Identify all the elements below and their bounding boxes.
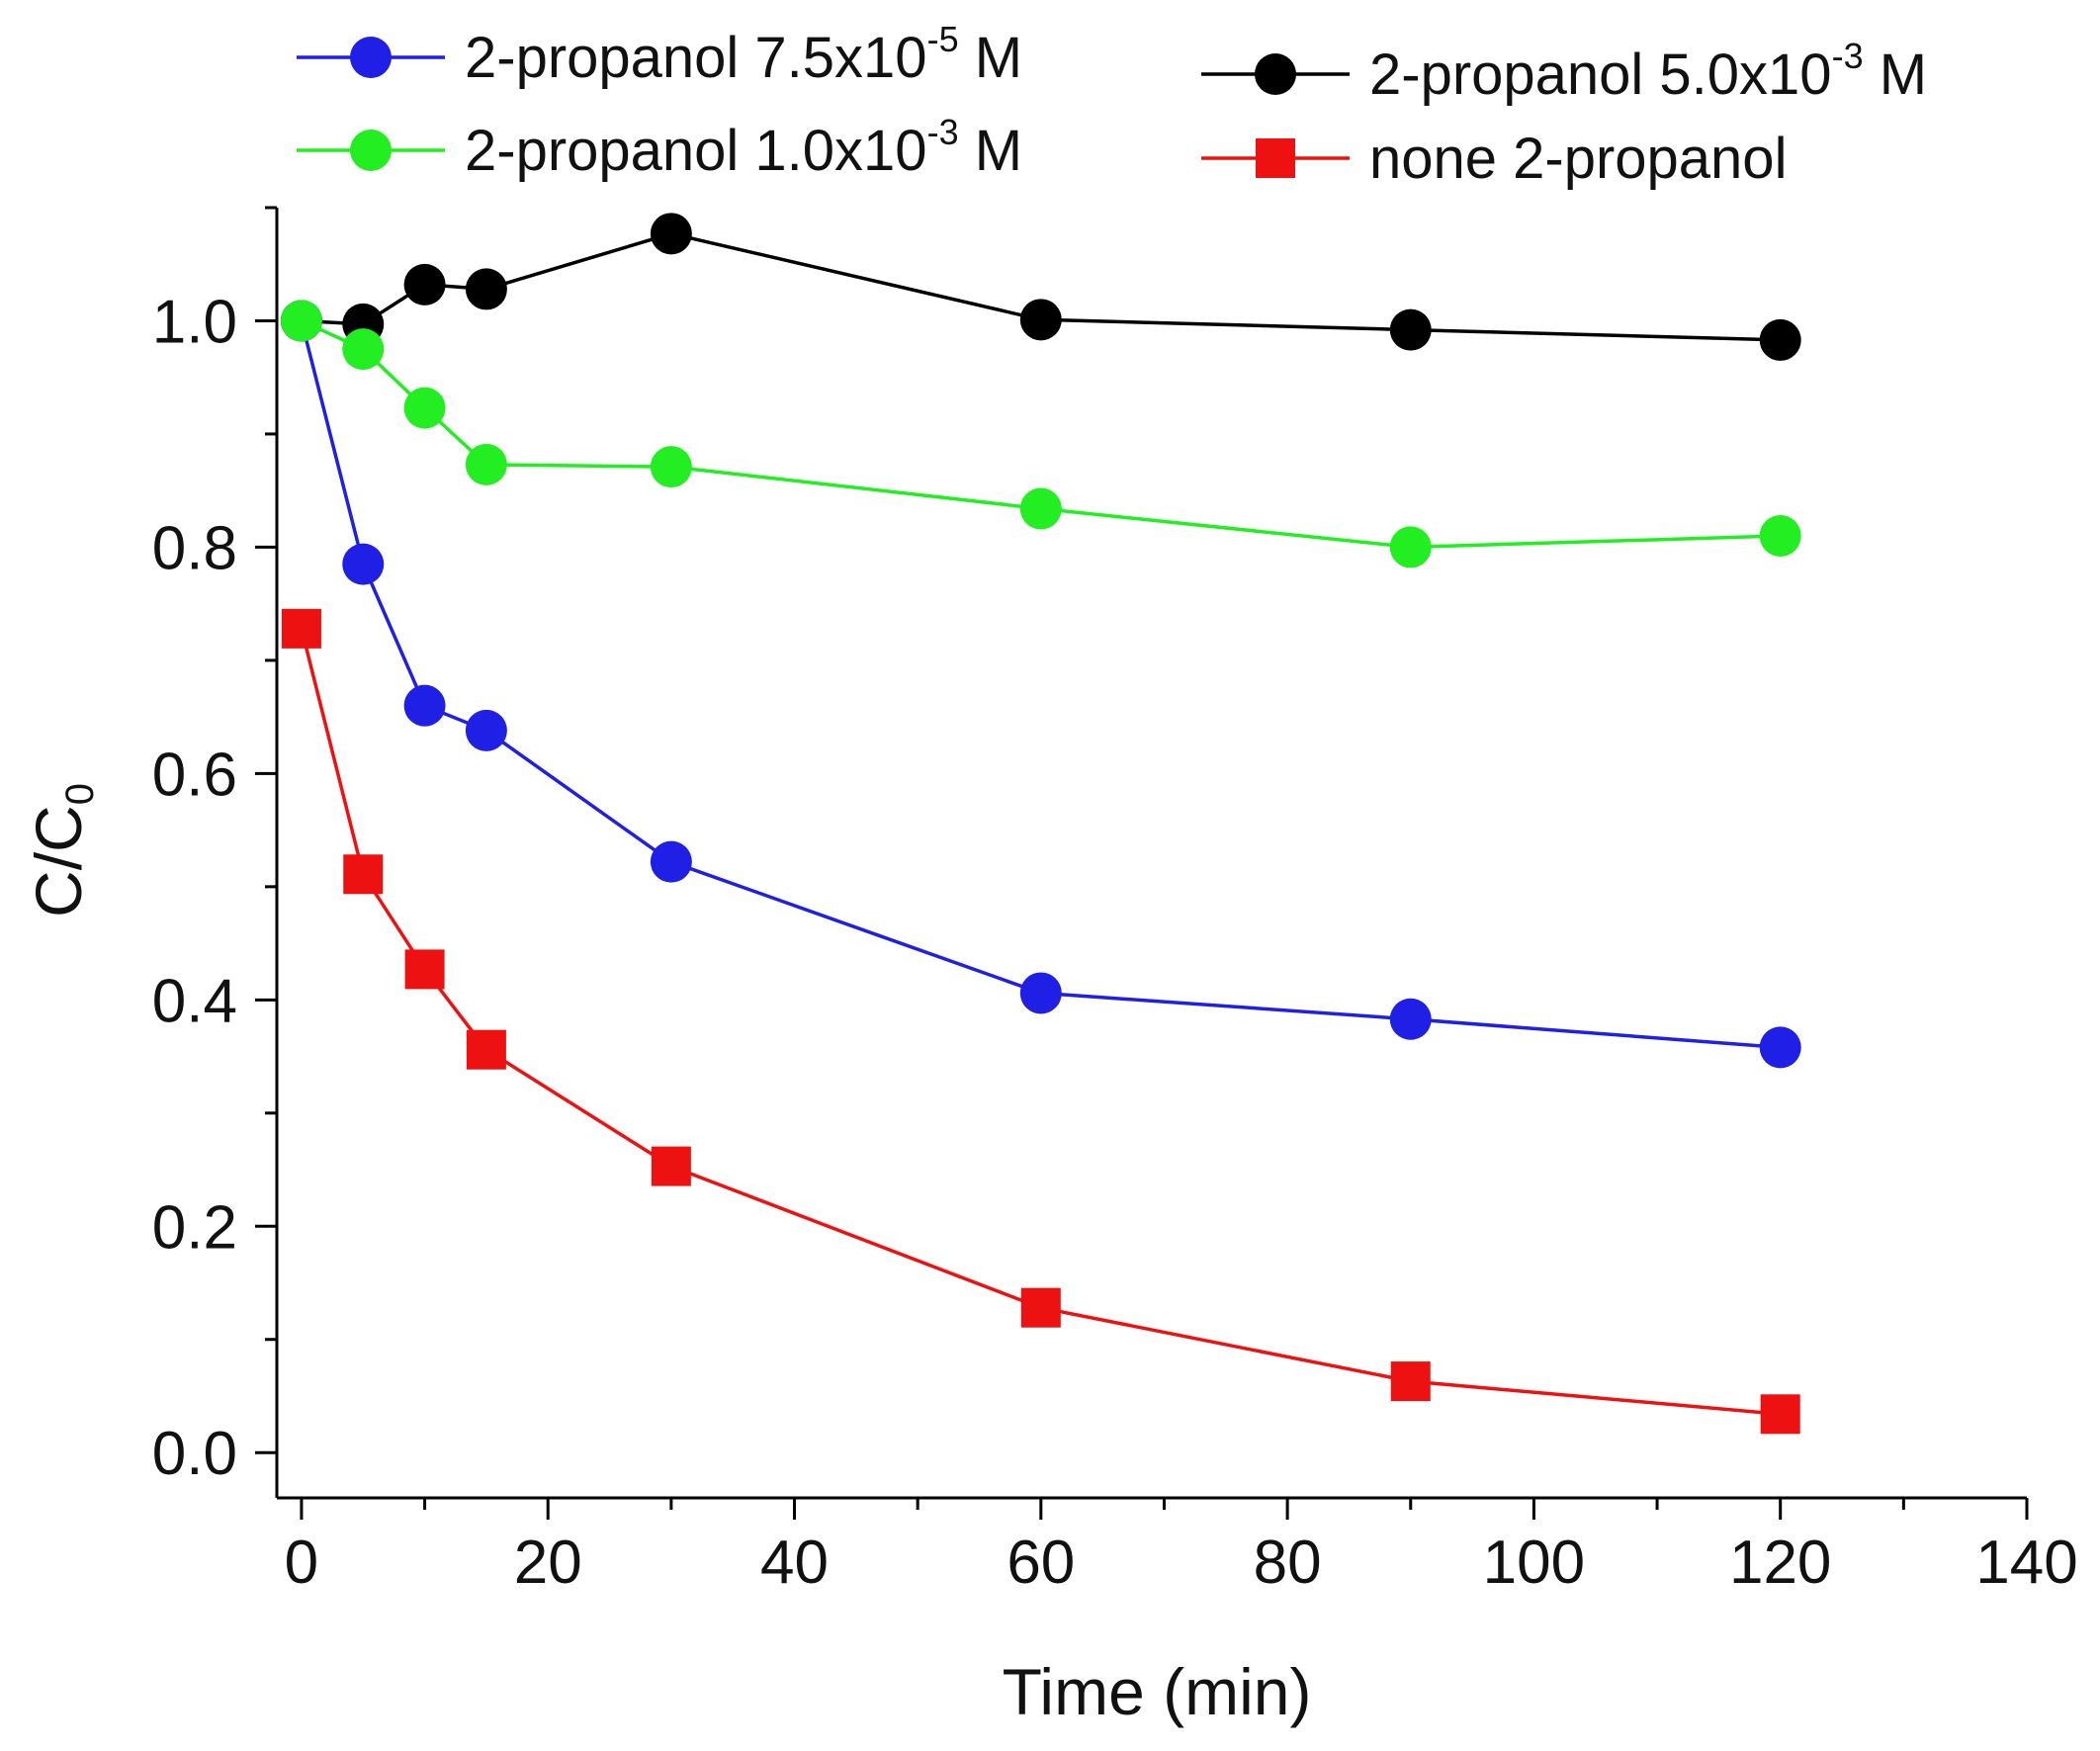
y-tick-label: 1.0 [152, 288, 237, 356]
data-point [465, 709, 507, 751]
data-point [342, 328, 385, 371]
y-axis-title-main: C/C [22, 805, 95, 918]
legend-item: 2-propanol 7.5x10-5 M [297, 19, 1022, 90]
x-tick-label: 40 [760, 1529, 829, 1597]
y-tick-label: 0.6 [152, 741, 237, 809]
legend-label: 2-propanol 1.0x10-3 M [465, 112, 1022, 183]
series-3 [280, 300, 1801, 569]
legend-label: none 2-propanol [1369, 127, 1787, 191]
data-point [1389, 526, 1432, 569]
data-point [281, 608, 321, 649]
data-point [1760, 1394, 1800, 1435]
data-point [650, 213, 692, 255]
y-axis-title-subscript: 0 [58, 783, 102, 805]
data-point [1389, 998, 1432, 1040]
series-layer [280, 213, 1801, 1435]
series-4 [281, 608, 1800, 1435]
x-tick-label: 80 [1254, 1529, 1322, 1597]
legend-marker [1255, 53, 1296, 95]
x-tick-label: 20 [514, 1529, 582, 1597]
data-point [650, 840, 692, 883]
data-point [1019, 299, 1062, 341]
data-point [1019, 487, 1062, 530]
y-tick-label: 0.8 [152, 514, 237, 582]
series-line [300, 320, 1781, 1050]
y-tick-label: 0.2 [152, 1193, 237, 1262]
x-tick-label: 60 [1006, 1529, 1075, 1597]
data-point [404, 949, 445, 990]
data-point [651, 1146, 691, 1186]
x-tick-label: 0 [285, 1529, 318, 1597]
data-point [465, 443, 507, 485]
series-2 [280, 213, 1801, 361]
data-point [1389, 308, 1432, 351]
data-point [403, 387, 446, 429]
data-point [1759, 514, 1801, 557]
data-point [280, 300, 322, 342]
x-tick-label: 100 [1483, 1529, 1585, 1597]
x-tick-label: 140 [1975, 1529, 2077, 1597]
series-1 [280, 300, 1801, 1069]
data-point [343, 854, 384, 895]
legend-marker [1256, 138, 1295, 178]
data-point [1759, 318, 1801, 361]
y-tick-label: 0.0 [152, 1420, 237, 1488]
data-point [465, 268, 507, 310]
legend-marker [350, 37, 392, 78]
legend-label: 2-propanol 5.0x10-3 M [1369, 36, 1927, 107]
x-axis-title: Time (min) [1003, 1655, 1312, 1728]
legend-label: 2-propanol 7.5x10-5 M [465, 19, 1022, 90]
data-point [1390, 1361, 1431, 1402]
legend-item: none 2-propanol [1201, 127, 1787, 191]
data-point [403, 684, 446, 727]
data-point [1020, 1287, 1061, 1328]
legend: 2-propanol 7.5x10-5 M 2-propanol 5.0x10-3… [297, 19, 1927, 191]
data-point [403, 263, 446, 306]
axes: 0 20 40 60 80 100 120 140 0.0 0.2 0.4 0.6 0.8 1.0 [152, 206, 2078, 1597]
data-point [650, 446, 692, 488]
legend-item: 2-propanol 5.0x10-3 M [1201, 36, 1927, 107]
x-tick-label: 120 [1729, 1529, 1831, 1597]
y-tick-label: 0.4 [152, 967, 237, 1035]
data-point [342, 543, 385, 585]
y-axis-title: C/C0 [22, 783, 102, 918]
legend-marker [350, 130, 392, 171]
data-point [1759, 1026, 1801, 1069]
legend-item: 2-propanol 1.0x10-3 M [297, 112, 1022, 183]
data-point [1019, 972, 1062, 1014]
data-point [466, 1029, 506, 1070]
